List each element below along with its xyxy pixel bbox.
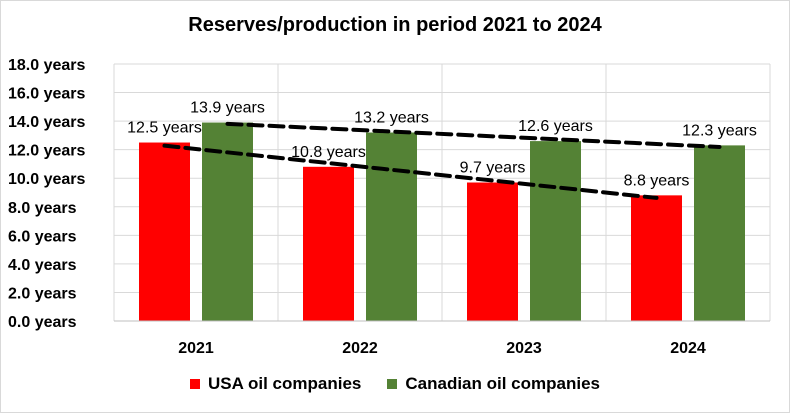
data-label: 8.8 years [624,172,690,189]
y-tick-label: 10.0 years [8,171,86,188]
bar [303,166,354,321]
legend-swatch-usa [190,379,201,389]
y-tick-label: 14.0 years [8,114,86,131]
bar [631,195,682,321]
data-label: 9.7 years [460,160,526,177]
legend-label-usa: USA oil companies [208,374,362,393]
bar [530,141,581,321]
bar [202,122,253,322]
bar [694,145,745,321]
legend-item-canada: Canadian oil companies [387,374,600,394]
data-label: 13.2 years [354,110,429,127]
y-tick-label: 0.0 years [8,314,77,331]
bar [366,132,417,321]
data-label: 12.3 years [682,122,757,139]
y-tick-label: 4.0 years [8,257,77,274]
y-tick-label: 12.0 years [8,143,86,160]
y-tick-label: 6.0 years [8,228,77,245]
x-tick-label: 2024 [670,340,706,357]
data-label: 10.8 years [291,144,366,161]
y-tick-label: 18.0 years [8,57,86,74]
bar [139,142,190,321]
x-tick-label: 2023 [506,340,542,357]
legend-item-usa: USA oil companies [190,374,361,394]
legend-label-canada: Canadian oil companies [405,374,600,393]
chart-legend: USA oil companies Canadian oil companies [0,374,790,394]
data-label: 12.6 years [518,118,593,135]
y-tick-label: 8.0 years [8,200,77,217]
y-tick-label: 2.0 years [8,285,77,302]
trendline [162,143,659,200]
trendline [225,121,722,149]
legend-swatch-canada [387,379,398,389]
chart-title: Reserves/production in period 2021 to 20… [188,14,602,36]
x-tick-label: 2021 [178,340,214,357]
data-label: 13.9 years [190,100,265,117]
bar [467,182,518,321]
y-tick-label: 16.0 years [8,86,86,103]
x-tick-label: 2022 [342,340,378,357]
data-label: 12.5 years [127,120,202,137]
